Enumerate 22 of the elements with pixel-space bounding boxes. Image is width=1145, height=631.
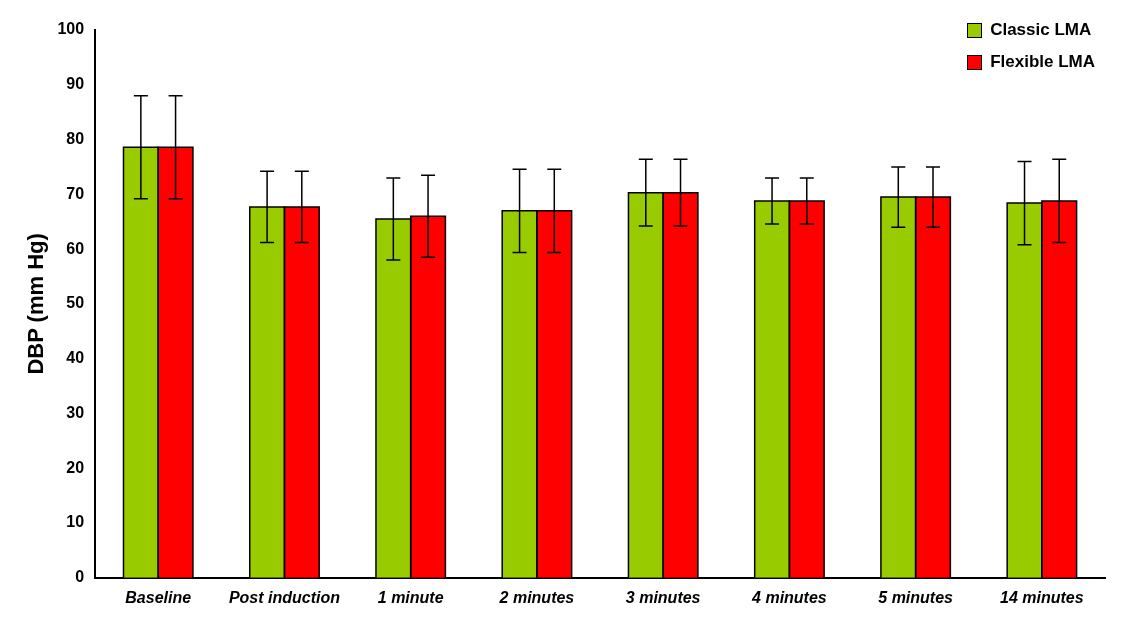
y-tick-label: 0 [75,568,85,586]
y-tick-label: 40 [66,349,85,367]
x-tick-label: 2 minutes [498,588,575,606]
y-tick-label: 50 [66,294,85,312]
x-tick-label: 3 minutes [625,588,701,606]
x-tick-label: Post induction [228,588,341,606]
y-tick-label: 10 [66,513,85,531]
legend-label: Classic LMA [990,20,1092,40]
x-tick-label: Baseline [125,588,192,606]
x-tick-label: 5 minutes [878,588,954,606]
y-tick-label: 70 [66,184,85,202]
y-tick-label: 90 [66,75,85,93]
y-tick-label: 30 [66,403,85,421]
legend-label: Flexible LMA [990,52,1095,72]
y-tick-label: 80 [66,129,85,147]
x-tick-label: 4 minutes [751,588,827,606]
y-axis-title: DBP (mm Hg) [23,233,49,375]
y-tick-label: 20 [66,458,85,476]
x-tick-label: 14 minutes [1000,588,1084,606]
y-tick-label: 60 [66,239,85,257]
y-tick-label: 100 [57,20,85,38]
x-tick-label: 1 minute [377,588,444,606]
